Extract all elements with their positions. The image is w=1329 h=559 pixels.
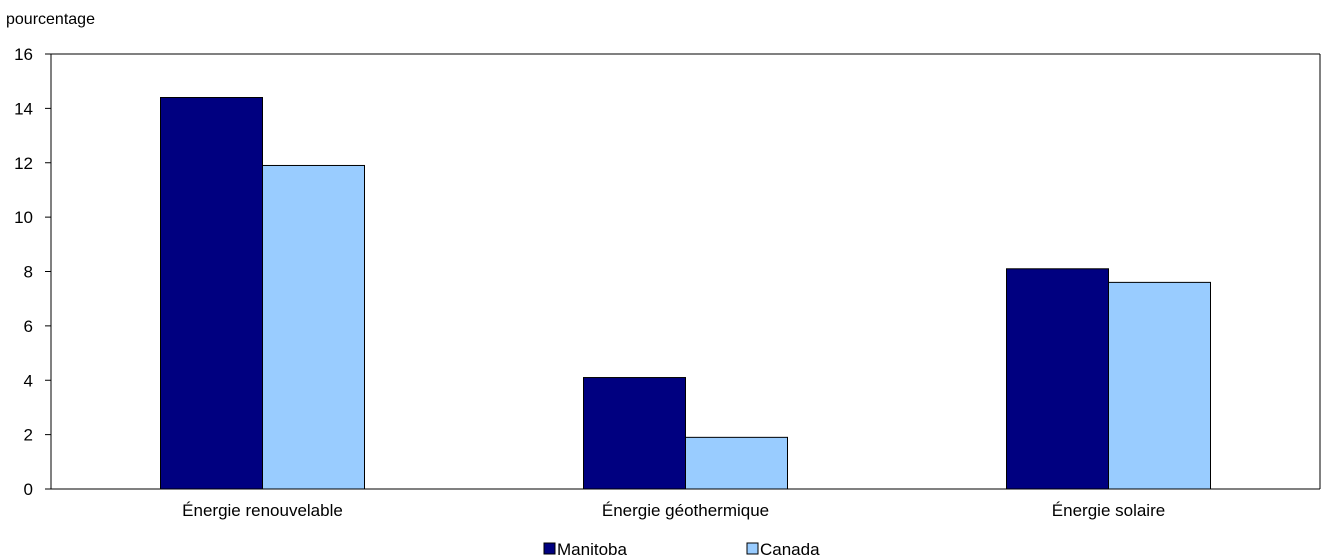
bar-manitoba-2 <box>1006 268 1109 490</box>
x-category-label: Énergie renouvelable <box>182 501 343 520</box>
x-category-label: Énergie géothermique <box>602 501 769 520</box>
bar-canada-1 <box>685 436 788 490</box>
x-axis-labels: Énergie renouvelable Énergie géothermique… <box>182 501 1165 520</box>
y-tick-label: 14 <box>14 99 33 118</box>
bars <box>160 97 1211 490</box>
y-tick-label: 4 <box>24 371 33 390</box>
y-tick-label: 8 <box>24 263 33 282</box>
legend-label-manitoba: Manitoba <box>557 540 627 559</box>
y-tick-label: 2 <box>24 426 33 445</box>
bar-manitoba-1 <box>583 377 686 490</box>
y-tick-label: 6 <box>24 317 33 336</box>
y-axis-label: pourcentage <box>6 11 95 28</box>
x-category-label: Énergie solaire <box>1052 501 1165 520</box>
legend: Manitoba Canada <box>543 540 820 559</box>
y-axis-ticks: 0 2 4 6 8 10 12 14 16 <box>14 45 51 499</box>
y-tick-label: 12 <box>14 154 33 173</box>
bar-canada-2 <box>1108 281 1211 490</box>
legend-swatch-canada <box>746 542 759 555</box>
legend-label-canada: Canada <box>760 540 820 559</box>
axes <box>50 53 1321 490</box>
y-tick-label: 16 <box>14 45 33 64</box>
bar-canada-0 <box>262 164 365 490</box>
y-tick-label: 10 <box>14 208 33 227</box>
y-tick-label: 0 <box>24 480 33 499</box>
bar-manitoba-0 <box>160 97 263 490</box>
legend-swatch-manitoba <box>543 542 556 555</box>
